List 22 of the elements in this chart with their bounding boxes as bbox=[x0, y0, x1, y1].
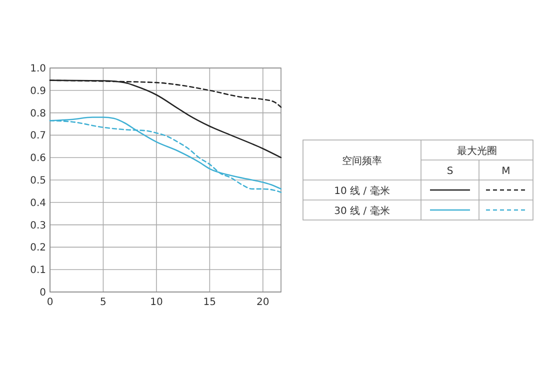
x-tick-label: 5 bbox=[100, 297, 106, 308]
x-tick-label: 20 bbox=[256, 297, 270, 308]
text: 10 线 / 毫米 bbox=[334, 185, 390, 197]
x-tick-label: 0 bbox=[46, 297, 54, 308]
y-tick-label: 0.5 bbox=[30, 176, 46, 186]
text: M bbox=[502, 166, 510, 177]
x-tick-label: 10 bbox=[150, 297, 163, 308]
y-tick-label: 0 bbox=[40, 288, 46, 298]
text: S bbox=[446, 166, 454, 177]
text: 空间频率 bbox=[342, 155, 382, 167]
y-tick-label: 1.0 bbox=[30, 64, 46, 74]
y-tick-label: 0.7 bbox=[30, 130, 46, 142]
x-tick-label: 15 bbox=[203, 297, 216, 308]
y-tick-label: 0.1 bbox=[30, 265, 46, 276]
y-tick-label: 0.3 bbox=[30, 220, 46, 232]
y-tick-label: 0.2 bbox=[30, 242, 46, 254]
y-tick-label: 0.8 bbox=[30, 108, 46, 120]
text: 30 线 / 毫米 bbox=[334, 205, 390, 217]
y-tick-label: 0.9 bbox=[30, 86, 46, 97]
text: 最大光圈 bbox=[457, 145, 497, 157]
y-tick-label: 0.6 bbox=[30, 153, 46, 164]
y-tick-label: 0.4 bbox=[30, 198, 46, 209]
